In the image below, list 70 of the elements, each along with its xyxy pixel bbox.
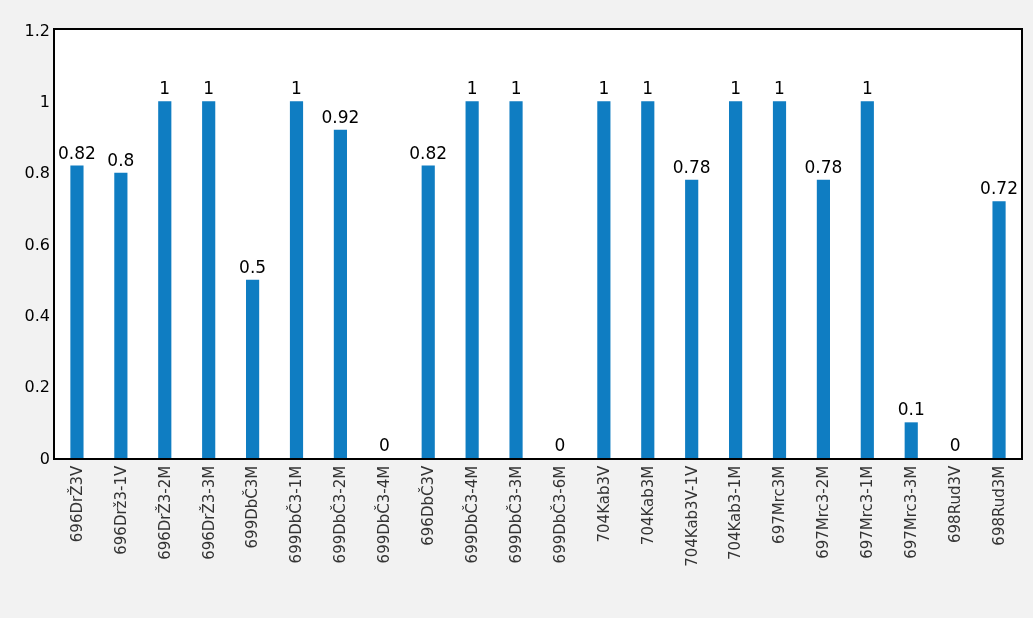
data-label: 0.78 <box>804 156 843 177</box>
bar <box>465 101 479 458</box>
bar <box>202 101 216 458</box>
y-tick-label: 0.6 <box>24 234 51 254</box>
data-label: 0.8 <box>107 149 135 170</box>
x-tick-label: 699DbČ3-6M <box>549 465 569 564</box>
data-label: 0 <box>949 435 961 455</box>
data-label: 1 <box>510 78 522 99</box>
data-label: 1 <box>730 78 741 99</box>
data-label: 0.82 <box>409 142 448 163</box>
y-tick-label: 0.4 <box>24 305 51 325</box>
bar <box>158 101 172 458</box>
x-tick-label: 697Mrc3-2M <box>814 465 833 559</box>
y-tick-label: 0.2 <box>24 377 51 397</box>
x-tick-label: 696Drž3-1V <box>111 465 130 555</box>
x-tick-label: 696DrŽ3V <box>66 465 86 543</box>
x-tick-label: 699DbČ3-3M <box>505 465 525 564</box>
x-tick-label: 699DbČ3-1M <box>286 465 306 564</box>
x-tick-label: 704Kab3V-1V <box>682 465 701 567</box>
x-tick-label: 704Kab3M <box>638 465 657 546</box>
bar <box>70 165 84 458</box>
x-tick-label: 698Rud3V <box>946 465 965 543</box>
data-label: 1 <box>159 78 171 99</box>
x-tick-label: 696DbČ3V <box>418 465 438 546</box>
bar <box>860 101 874 458</box>
x-tick-label: 697Mrc3M <box>770 465 789 544</box>
y-tick-label: 1 <box>39 91 51 111</box>
x-tick-label: 696DrŽ3-2M <box>154 465 174 560</box>
bar <box>509 101 523 458</box>
bar <box>904 422 918 458</box>
data-label: 0.5 <box>239 256 267 277</box>
x-tick-label: 697Mrc3-3M <box>902 465 921 559</box>
x-tick-label: 699DbČ3M <box>242 465 262 549</box>
x-tick-label: 704Kab3-1M <box>726 465 745 561</box>
bar <box>333 129 347 458</box>
x-tick-label: 698Rud3M <box>989 465 1008 546</box>
y-tick-label: 0.8 <box>24 163 51 183</box>
x-tick-label: 699DbČ3-2M <box>330 465 350 564</box>
x-tick-label: 697Mrc3-1M <box>858 465 877 559</box>
bar <box>421 165 435 458</box>
data-label: 1 <box>774 78 785 99</box>
data-label: 1 <box>861 78 873 99</box>
data-label: 1 <box>642 78 654 99</box>
x-tick-label: 704Kab3V <box>594 465 613 543</box>
data-label: 0.82 <box>58 142 96 163</box>
x-tick-label: 699DbČ3-4M <box>462 465 482 564</box>
data-label: 0.92 <box>321 106 360 127</box>
data-label: 1 <box>203 78 215 99</box>
bar <box>816 179 830 458</box>
data-label: 1 <box>598 78 610 99</box>
data-label: 1 <box>291 78 302 99</box>
y-tick-label: 1.2 <box>24 20 51 40</box>
y-tick-label: 0 <box>39 448 51 468</box>
bar <box>729 101 743 458</box>
bar <box>685 179 699 458</box>
bar <box>992 201 1006 458</box>
data-label: 0.72 <box>980 178 1018 199</box>
data-label: 0.78 <box>672 156 711 177</box>
data-label: 0 <box>378 435 390 455</box>
bar <box>246 279 260 458</box>
x-tick-label: 699DbČ3-4M <box>374 465 394 564</box>
data-label: 0.1 <box>897 399 925 420</box>
bar <box>289 101 304 458</box>
data-label: 0 <box>554 435 566 455</box>
x-tick-label: 696DrŽ3-3M <box>198 465 218 560</box>
bar <box>772 101 787 458</box>
bar <box>641 101 655 458</box>
bar <box>597 101 611 458</box>
bar <box>114 172 128 458</box>
data-label: 1 <box>466 78 478 99</box>
